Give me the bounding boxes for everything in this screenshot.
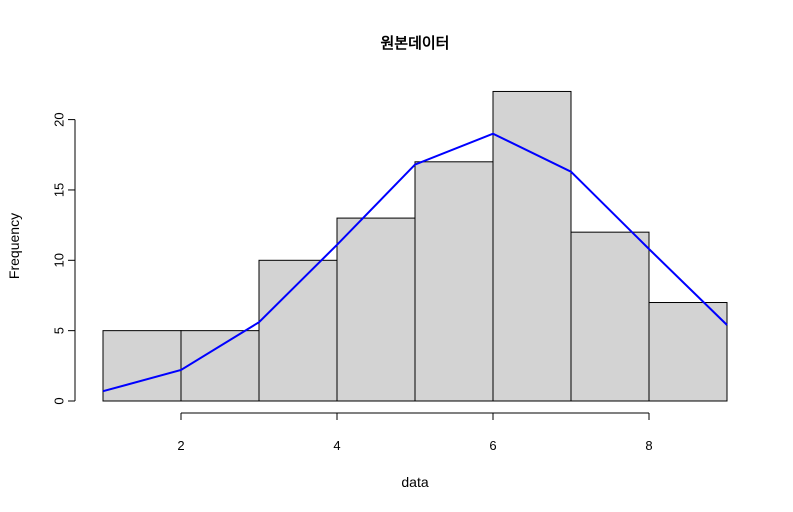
histogram-bar-0 (102, 330, 182, 402)
y-tick-label-20: 20 (52, 112, 67, 126)
histogram-bar-3 (336, 217, 416, 402)
chart-title: 원본데이터 (380, 34, 449, 52)
histogram-bar-6 (570, 231, 650, 402)
histogram-bar-2 (258, 259, 338, 402)
x-axis-title: data (401, 474, 428, 490)
y-axis-title: Frequency (6, 213, 22, 279)
y-axis: 0 5 10 15 20 (52, 112, 76, 405)
x-tick-label-2: 2 (177, 438, 184, 453)
x-tick-label-8: 8 (645, 438, 652, 453)
histogram-bar-7 (648, 302, 728, 402)
x-tick-label-6: 6 (489, 438, 496, 453)
histogram-bar-5 (492, 90, 572, 402)
x-axis: 2 4 6 8 (177, 412, 653, 453)
histogram-bar-1 (180, 330, 260, 402)
bars-group (102, 90, 728, 402)
density-curve-line (102, 132, 728, 393)
x-tick-label-4: 4 (333, 438, 340, 453)
y-tick-label-10: 10 (52, 253, 67, 267)
y-tick-label-0: 0 (52, 397, 67, 404)
y-tick-label-5: 5 (52, 327, 67, 334)
histogram-bar-4 (414, 161, 494, 402)
y-tick-label-15: 15 (52, 183, 67, 197)
